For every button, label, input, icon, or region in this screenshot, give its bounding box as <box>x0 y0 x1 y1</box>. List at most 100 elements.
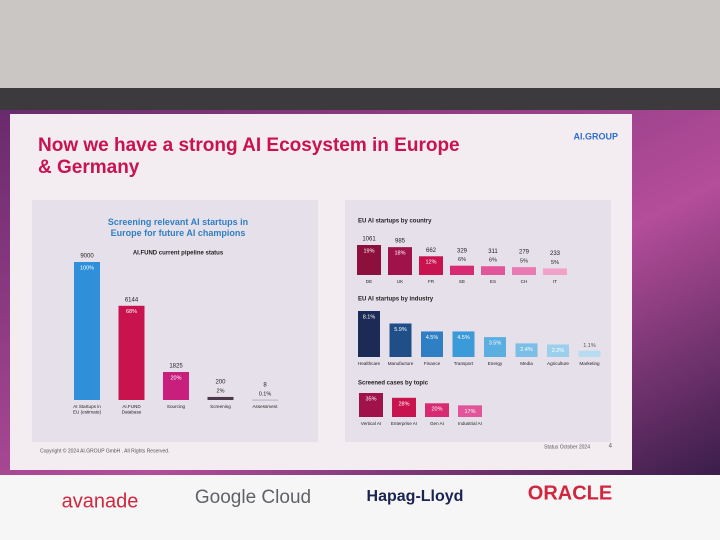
chart-subtitle: AI.FUND current pipeline status <box>133 251 224 257</box>
value-label: 1825 <box>169 364 183 370</box>
category-label: UK <box>397 279 404 284</box>
bar <box>163 372 189 400</box>
bar <box>419 256 443 275</box>
ceiling-edge <box>0 88 720 114</box>
logo: ORACLE <box>528 482 612 504</box>
share-label: 20% <box>170 375 181 381</box>
share-label: 5% <box>551 260 559 266</box>
value-label: 200 <box>215 380 226 386</box>
value-label: 17% <box>464 409 475 415</box>
value-label: 28% <box>398 401 409 407</box>
value-label: 233 <box>550 251 561 257</box>
share-label: 6% <box>489 258 497 264</box>
bar <box>74 262 100 400</box>
chart-title: EU AI startups by country <box>358 219 432 225</box>
bar <box>358 311 380 357</box>
value-label: 1061 <box>362 237 376 243</box>
value-label: 662 <box>426 248 437 254</box>
category-label: Gen AI <box>430 421 444 426</box>
share-label: 6% <box>458 257 466 263</box>
value-label: 4.5% <box>457 335 470 341</box>
copyright: Copyright © 2024 AI.GROUP GmbH . All Rig… <box>40 447 169 454</box>
value-label: 35% <box>365 396 376 402</box>
share-label: 0.1% <box>259 391 272 397</box>
category-label: Screening <box>210 404 231 409</box>
value-label: 329 <box>457 248 468 254</box>
share-label: 12% <box>425 260 436 266</box>
bar <box>458 405 482 417</box>
category-label: Vertical AI <box>361 421 381 426</box>
category-label: AI.FUND Database <box>122 404 142 415</box>
category-label: IT <box>553 279 557 284</box>
value-label: 9000 <box>80 254 94 260</box>
share-label: 2% <box>217 388 225 394</box>
category-label: FR <box>428 279 435 284</box>
value-label: 311 <box>488 249 498 255</box>
category-label: SE <box>459 279 465 284</box>
bar <box>425 403 449 417</box>
share-label: 100% <box>80 265 94 271</box>
value-label: 6144 <box>125 297 139 303</box>
category-label: ES <box>490 279 496 284</box>
category-label: Enterprise AI <box>391 421 417 426</box>
category-label: Agriculture <box>547 361 569 366</box>
category-label: Energy <box>488 361 503 366</box>
bar <box>547 344 569 357</box>
page-number: 4 <box>609 444 613 450</box>
bar <box>484 337 506 357</box>
chart-title: Screening relevant AI startups in Europe … <box>108 217 248 238</box>
value-label: 2.4% <box>520 347 533 353</box>
bar <box>359 393 383 417</box>
category-label: Media <box>520 361 533 366</box>
bar <box>392 397 416 417</box>
logo: avanade <box>62 490 139 512</box>
bar <box>421 331 443 357</box>
share-label: 68% <box>126 309 137 315</box>
category-label: AI Startups in EU (estimate) <box>73 404 102 415</box>
bar <box>512 267 536 275</box>
bar <box>207 396 234 400</box>
status: Status October 2024 <box>544 444 590 450</box>
bar <box>481 266 505 275</box>
panel-right <box>345 200 611 442</box>
bar <box>118 305 145 400</box>
bar <box>388 247 412 275</box>
category-label: DE <box>366 279 372 284</box>
category-label: Assessment <box>252 404 278 409</box>
category-label: Finance <box>424 361 441 366</box>
brand: AI.GROUP <box>573 131 618 141</box>
value-label: 5.9% <box>394 327 407 333</box>
logo-strip <box>0 475 720 540</box>
category-label: Sourcing <box>167 404 186 409</box>
category-label: Manufacture <box>388 361 414 366</box>
value-label: 20% <box>431 407 442 413</box>
value-label: 4.5% <box>426 335 439 341</box>
category-label: Industrial AI <box>458 421 482 426</box>
share-label: 5% <box>520 259 528 265</box>
logo: Google Cloud <box>195 487 311 508</box>
category-label: CH <box>521 279 528 284</box>
bar <box>452 331 475 357</box>
bar <box>578 350 601 357</box>
category-label: Marketing <box>579 361 600 366</box>
bar <box>543 268 567 275</box>
category-label: Transport <box>454 361 474 366</box>
slide-title: Now we have a strong AI Ecosystem in Eur… <box>38 135 460 178</box>
bar <box>515 343 538 357</box>
value-label: 8 <box>263 382 267 388</box>
value-label: 3.5% <box>489 341 502 347</box>
value-label: 1.1% <box>583 343 596 349</box>
category-label: Healthcare <box>358 361 381 366</box>
bar <box>357 245 381 275</box>
chart-title: Screened cases by topic <box>358 381 429 387</box>
chart-title: EU AI startups by industry <box>358 297 434 303</box>
bar <box>389 323 412 357</box>
share-label: 19% <box>363 248 374 254</box>
value-label: 8.1% <box>363 314 376 320</box>
value-label: 985 <box>395 239 406 245</box>
logo: Hapag-Lloyd <box>367 488 464 505</box>
bar <box>450 265 474 275</box>
value-label: 2.2% <box>552 348 565 354</box>
